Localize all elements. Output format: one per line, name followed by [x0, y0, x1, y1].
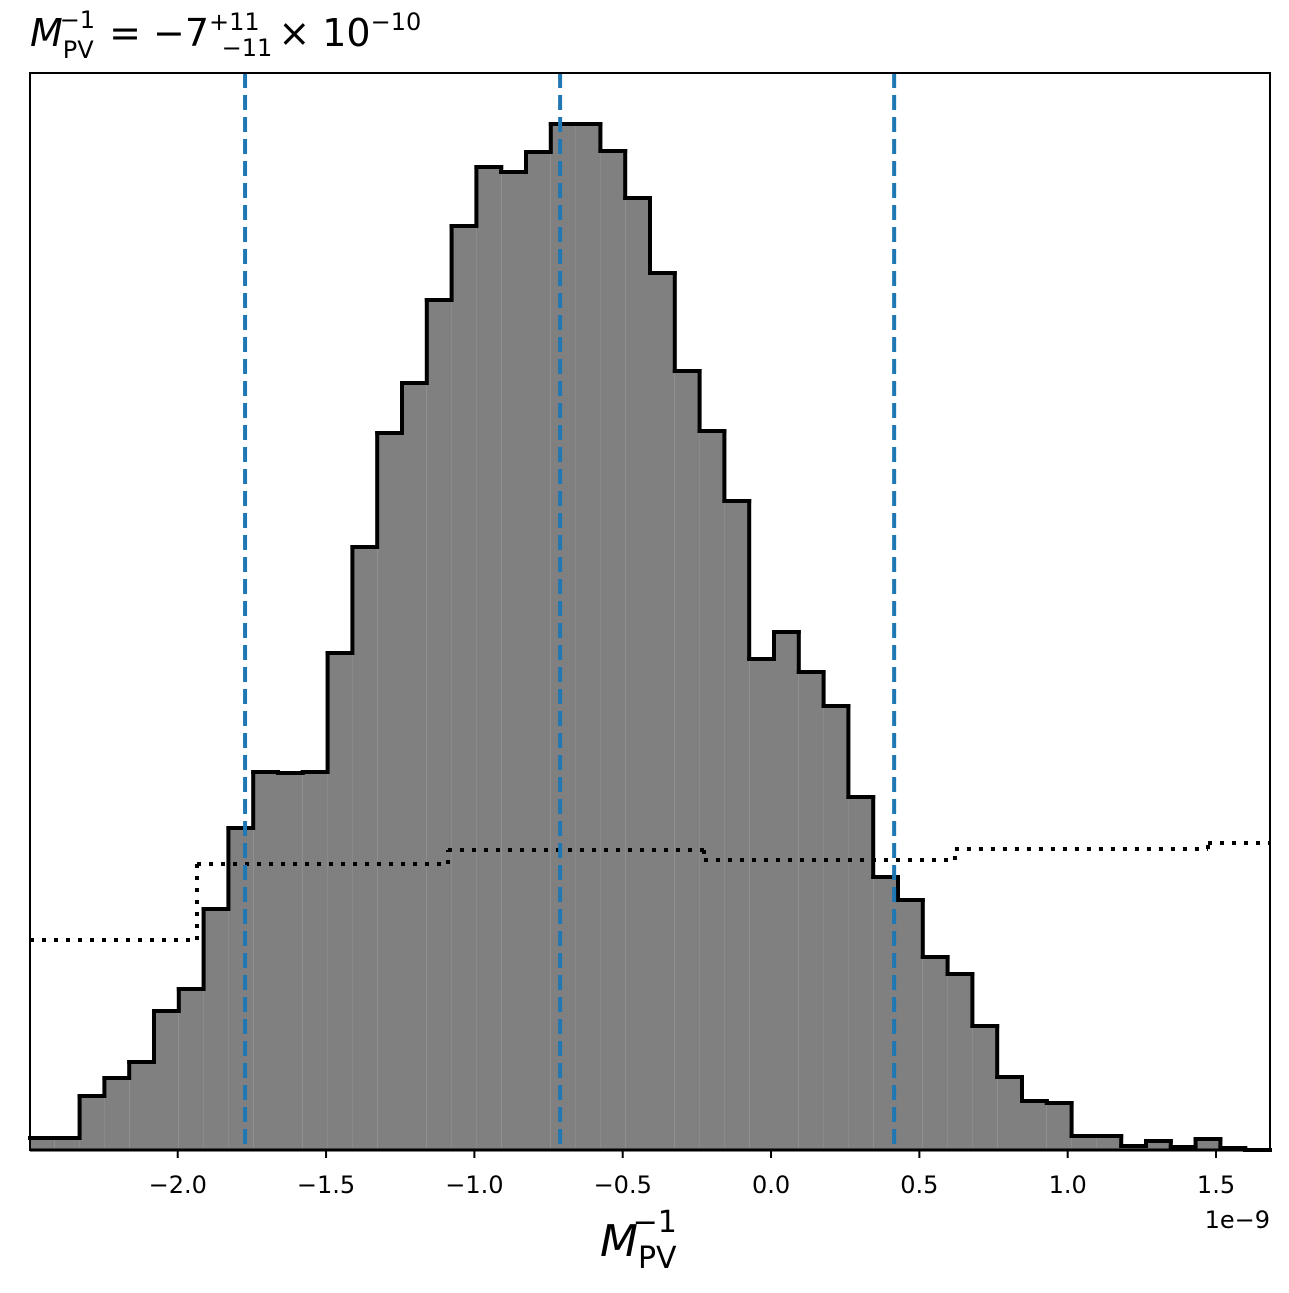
- hist-bar: [674, 371, 700, 1150]
- hist-bar: [377, 433, 402, 1150]
- hist-bar: [253, 772, 278, 1150]
- hist-bar: [774, 632, 799, 1150]
- x-tick-label: 1.0: [1049, 1171, 1087, 1199]
- hist-bar: [823, 706, 849, 1150]
- hist-bar: [54, 1138, 80, 1150]
- hist-bar: [79, 1096, 105, 1150]
- hist-bar: [625, 198, 650, 1150]
- hist-bar: [1195, 1139, 1221, 1150]
- hist-bar: [848, 797, 874, 1150]
- hist-bar: [699, 431, 725, 1150]
- x-tick-label: 1.5: [1197, 1171, 1235, 1199]
- hist-bar: [1022, 1101, 1047, 1150]
- hist-bar: [501, 172, 526, 1150]
- hist-bar: [997, 1077, 1022, 1150]
- hist-bar: [749, 659, 774, 1150]
- x-axis-label: MPV−1: [600, 1205, 677, 1276]
- hist-bar: [575, 124, 601, 1150]
- hist-bar: [451, 226, 477, 1150]
- hist-bar: [228, 828, 254, 1150]
- hist-bar: [129, 1062, 154, 1150]
- hist-bar: [402, 383, 427, 1150]
- hist-bar: [724, 501, 750, 1150]
- xlabel-symbol: M: [600, 1216, 638, 1267]
- hist-bar: [178, 989, 204, 1150]
- x-tick-label: 0.5: [900, 1171, 938, 1199]
- hist-bar: [550, 124, 576, 1150]
- hist-bar: [650, 273, 675, 1150]
- hist-bar: [104, 1078, 130, 1150]
- xlabel-sup: −1: [633, 1205, 677, 1240]
- title-times: × 10: [278, 11, 370, 55]
- hist-bar: [154, 1011, 179, 1150]
- hist-bar: [600, 151, 626, 1150]
- hist-bar: [302, 772, 328, 1150]
- title-upper: +11: [209, 8, 260, 36]
- hist-bar: [327, 653, 353, 1150]
- hist-bar: [352, 547, 378, 1150]
- hist-bar: [526, 152, 551, 1150]
- hist-bar: [476, 167, 502, 1150]
- title-lower: −11: [222, 34, 273, 62]
- hist-bar: [972, 1026, 998, 1150]
- hist-bar: [1146, 1141, 1171, 1150]
- title-sub: PV: [63, 36, 94, 64]
- hist-bar: [1071, 1136, 1097, 1150]
- hist-bar: [798, 672, 824, 1150]
- title-symbol: M: [30, 11, 63, 55]
- chart-title: MPV−1 = −7+11 −11 × 10−10: [30, 6, 421, 64]
- x-tick-label: 0.0: [752, 1171, 790, 1199]
- hist-bar: [278, 773, 303, 1150]
- title-eq: = −7: [109, 11, 209, 55]
- hist-bar: [947, 974, 973, 1150]
- title-sup: −1: [60, 6, 95, 34]
- title-exp: −10: [371, 8, 422, 36]
- x-tick-label: −0.5: [594, 1171, 652, 1199]
- hist-bar: [1096, 1136, 1122, 1150]
- x-tick-label: −1.0: [445, 1171, 503, 1199]
- hist-bar: [30, 1138, 55, 1150]
- x-offset-label: 1e−9: [1205, 1206, 1270, 1234]
- hist-bar: [922, 957, 948, 1150]
- x-tick-label: −2.0: [149, 1171, 207, 1199]
- hist-bar: [898, 900, 923, 1150]
- x-tick-label: −1.5: [297, 1171, 355, 1199]
- hist-bar: [203, 909, 229, 1150]
- hist-bar: [1046, 1103, 1072, 1150]
- xlabel-sub: PV: [638, 1241, 677, 1276]
- hist-bar: [426, 300, 452, 1150]
